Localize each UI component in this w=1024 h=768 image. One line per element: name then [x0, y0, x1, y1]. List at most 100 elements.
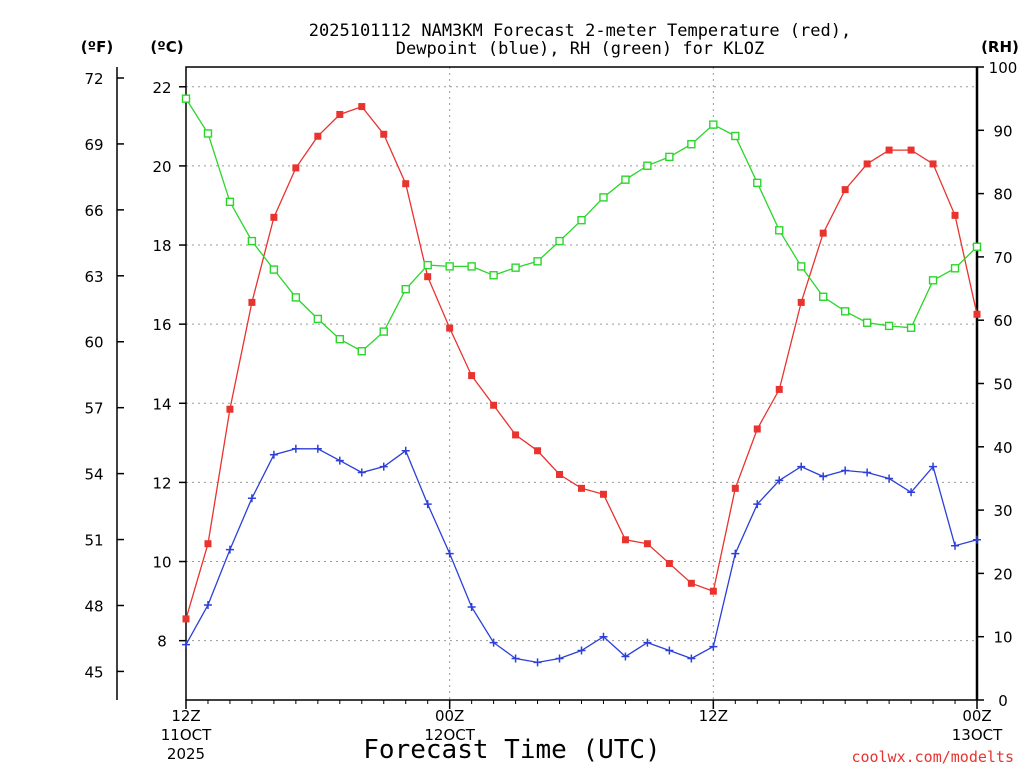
rh-point — [445, 262, 454, 271]
rh-point — [247, 236, 257, 246]
rh-tick-label: 50 — [993, 376, 1012, 394]
celsius-tick-label: 10 — [152, 554, 171, 572]
celsius-tick-label: 22 — [152, 79, 171, 97]
temperature-series — [182, 103, 981, 623]
temperature-point — [885, 146, 893, 154]
dewpoint-point — [863, 468, 872, 477]
dewpoint-point — [687, 654, 696, 663]
x-axis-label: Forecast Time (UTC) — [363, 735, 660, 765]
rh-point — [862, 318, 872, 327]
rh-point — [357, 347, 366, 356]
fahrenheit-tick-label: 63 — [84, 268, 103, 286]
fahrenheit-axis: 45 48 51 54 57 60 63 66 69 72 — [84, 70, 124, 681]
rh-tick-label: 30 — [993, 502, 1012, 520]
dewpoint-point — [775, 476, 784, 485]
rh-point — [555, 236, 564, 246]
rh-tick-label: 60 — [993, 312, 1012, 330]
dewpoint-point — [643, 638, 652, 647]
dewpoint-point — [511, 654, 520, 663]
fahrenheit-tick-label: 51 — [84, 532, 103, 550]
dewpoint-point — [203, 601, 212, 610]
celsius-tick-label: 8 — [157, 633, 167, 651]
rh-point — [269, 265, 279, 274]
dewpoint-point — [621, 652, 630, 661]
rh-point — [884, 321, 894, 331]
rh-series — [181, 94, 982, 356]
time-tick-date: 11OCT — [161, 726, 212, 744]
time-tick-date: 13OCT — [952, 726, 1003, 744]
temperature-point — [204, 540, 212, 548]
rh-tick-label: 90 — [993, 122, 1012, 140]
celsius-axis: 8 10 12 14 16 18 20 22 — [152, 79, 186, 651]
temperature-point — [358, 103, 366, 111]
dewpoint-point — [445, 549, 454, 558]
dewpoint-point — [269, 450, 278, 459]
plot-frame — [185, 66, 978, 701]
time-tick-date: 12OCT — [424, 726, 475, 744]
temperature-point — [709, 587, 717, 595]
temperature-point — [687, 579, 695, 587]
time-tick-year: 2025 — [167, 745, 205, 763]
rh-tick-label: 20 — [993, 565, 1012, 583]
rh-tick-label: 40 — [993, 439, 1012, 457]
temperature-point — [665, 560, 673, 568]
dewpoint-point — [291, 444, 300, 453]
rh-point — [753, 178, 762, 188]
celsius-tick-label: 14 — [152, 395, 171, 413]
rh-point — [687, 140, 696, 149]
dewpoint-point — [401, 446, 410, 455]
dewpoint-point — [467, 603, 476, 612]
rh-point — [906, 323, 916, 332]
rh-point — [928, 276, 938, 285]
dewpoint-point — [357, 468, 366, 477]
dewpoint-point — [577, 646, 586, 655]
rh-point — [797, 262, 806, 271]
fahrenheit-unit-label: (ºF) — [81, 38, 113, 56]
rh-point — [291, 293, 301, 302]
temperature-point — [468, 372, 476, 380]
temperature-point — [270, 213, 278, 221]
rh-point — [181, 94, 191, 103]
temperature-point — [775, 385, 783, 393]
chart-title: 2025101112 NAM3KM Forecast 2-meter Tempe… — [309, 21, 851, 59]
rh-point — [379, 327, 388, 336]
rh-tick-label: 0 — [998, 692, 1008, 710]
rh-point — [972, 242, 982, 251]
rh-tick-label: 100 — [989, 59, 1018, 77]
fahrenheit-tick-label: 45 — [84, 663, 103, 681]
rh-point — [533, 257, 542, 266]
time-tick-hour: 00Z — [435, 707, 464, 725]
temperature-line — [185, 105, 978, 620]
rh-point — [313, 314, 323, 324]
temperature-point — [951, 211, 959, 219]
rh-point — [709, 120, 718, 129]
temperature-point — [534, 447, 542, 455]
temperature-point — [512, 431, 520, 439]
dewpoint-point — [555, 654, 564, 663]
dewpoint-point — [907, 488, 916, 497]
dewpoint-point — [973, 535, 981, 544]
celsius-tick-label: 16 — [152, 316, 171, 334]
rh-point — [335, 334, 345, 344]
time-tick-hour: 00Z — [962, 707, 991, 725]
temperature-point — [490, 401, 498, 409]
gridlines — [186, 67, 977, 700]
temperature-point — [819, 229, 827, 237]
temperature-point — [556, 470, 564, 478]
dewpoint-point — [423, 500, 432, 509]
temperature-point — [973, 310, 981, 318]
celsius-tick-label: 18 — [152, 237, 171, 255]
rh-point — [775, 226, 784, 235]
dewpoint-point — [379, 462, 388, 471]
dewpoint-point — [665, 646, 674, 655]
rh-point — [599, 193, 608, 202]
temperature-point — [599, 490, 607, 498]
dewpoint-point — [841, 466, 850, 475]
rh-unit-label: (RH) — [981, 38, 1019, 56]
temperature-point — [907, 146, 915, 154]
temperature-point — [929, 160, 937, 168]
time-tick-hour: 12Z — [171, 707, 200, 725]
temperature-point — [182, 615, 190, 623]
